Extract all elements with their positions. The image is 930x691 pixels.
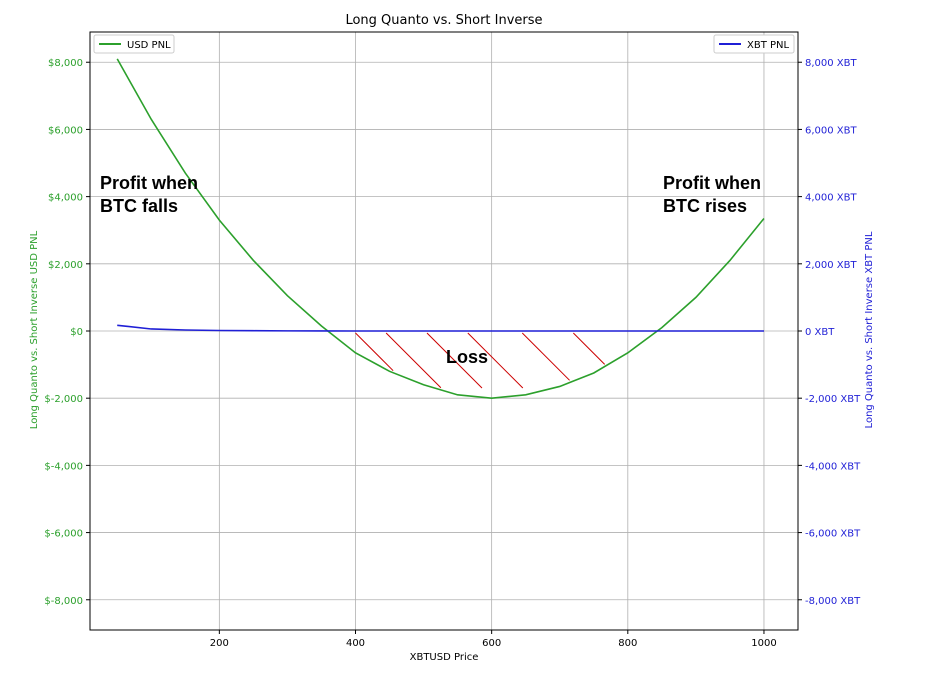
loss-hatch: [355, 332, 606, 389]
y-left-tick-label-8: $-8,000: [44, 596, 83, 607]
y-left-tick-label-1: $6,000: [48, 125, 83, 136]
annotation-profit-right-line1: Profit when: [663, 173, 761, 193]
y-left-tick-label-4: $0: [70, 327, 83, 338]
y-right-tick-label-2: 4,000 XBT: [805, 193, 858, 204]
y-right-tick-label-3: 2,000 XBT: [805, 260, 858, 271]
loss-hatch-line-5: [572, 332, 606, 365]
annotation-profit-right-line2: BTC rises: [663, 196, 747, 216]
annotation-loss: Loss: [446, 347, 488, 367]
legend-xbt-label: XBT PNL: [747, 40, 790, 51]
series-line-usd-pnl: [116, 58, 765, 399]
y-left-tick-label-7: $-6,000: [44, 529, 83, 540]
y-right-tick-label-0: 8,000 XBT: [805, 58, 858, 69]
annotation-profit-left-line2: BTC falls: [100, 196, 178, 216]
axis-ticks: 200 400 600 800 1000 $8,000 $6,000 $4,000 $2,000…: [44, 58, 861, 649]
y-axis-label-left: Long Quanto vs. Short Inverse USD PNL: [29, 230, 40, 429]
loss-hatch-line-1: [385, 332, 442, 389]
loss-hatch-line-2: [426, 332, 483, 389]
y-left-tick-label-3: $2,000: [48, 260, 83, 271]
y-left-tick-label-5: $-2,000: [44, 394, 83, 405]
x-tick-label-2: 600: [482, 638, 501, 649]
legend-xbt: XBT PNL: [713, 34, 795, 54]
y-right-tick-label-8: -8,000 XBT: [805, 596, 861, 607]
y-right-tick-label-1: 6,000 XBT: [805, 125, 858, 136]
y-axis-label-right: Long Quanto vs. Short Inverse XBT PNL: [864, 231, 875, 428]
x-tick-label-0: 200: [210, 638, 229, 649]
y-right-tick-label-6: -4,000 XBT: [805, 461, 861, 472]
annotation-profit-left-line1: Profit when: [100, 173, 198, 193]
legend-usd-label: USD PNL: [127, 40, 171, 51]
loss-hatch-line-0: [355, 332, 394, 372]
y-left-tick-label-2: $4,000: [48, 193, 83, 204]
y-left-tick-label-0: $8,000: [48, 58, 83, 69]
y-right-tick-label-7: -6,000 XBT: [805, 529, 861, 540]
y-left-tick-label-6: $-4,000: [44, 461, 83, 472]
x-tick-label-1: 400: [346, 638, 365, 649]
x-tick-label-3: 800: [618, 638, 637, 649]
x-tick-label-4: 1000: [751, 638, 776, 649]
series-lines: [116, 58, 765, 399]
loss-hatch-line-4: [521, 332, 570, 381]
loss-hatch-line-3: [467, 332, 524, 389]
chart-title: Long Quanto vs. Short Inverse: [345, 13, 542, 28]
y-right-tick-label-4: 0 XBT: [805, 327, 835, 338]
legend-usd: USD PNL: [93, 34, 175, 54]
y-right-tick-label-5: -2,000 XBT: [805, 394, 861, 405]
series-line-xbt-pnl: [117, 324, 764, 332]
x-axis-label: XBTUSD Price: [410, 652, 479, 663]
